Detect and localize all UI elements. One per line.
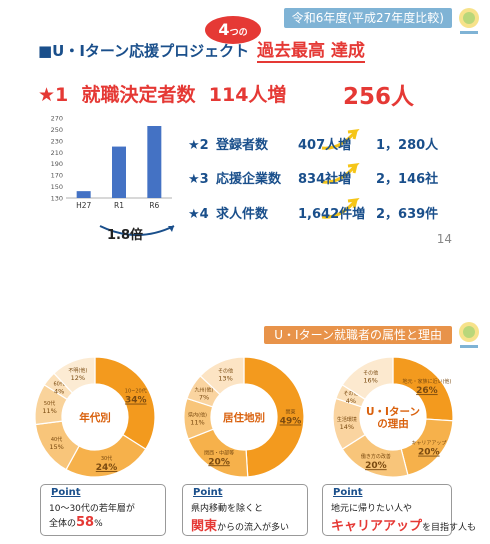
donut-slice-pct: 20% bbox=[365, 461, 387, 471]
donut-slice-pct: 7% bbox=[199, 393, 209, 401]
donut-center-label: 居住地別 bbox=[223, 411, 265, 424]
donut-center-label: U・Iターン bbox=[366, 406, 420, 418]
donut-center-label: の理由 bbox=[377, 417, 409, 430]
swoosh-icon bbox=[321, 198, 360, 219]
donut-slice-pct: 20% bbox=[208, 457, 230, 467]
donut-residence: 関東 49% 関西・中部等 20% 県内(他) 11% 九州(他) 7% その他 13% 居住地別 bbox=[181, 354, 307, 480]
donut-slice-label: 不明(他) bbox=[68, 367, 87, 374]
donut-slice-pct: 11% bbox=[42, 407, 56, 415]
y-tick-label: 230 bbox=[51, 137, 63, 145]
donut-slice-pct: 14% bbox=[340, 423, 354, 431]
donut-slice-label: その他 bbox=[363, 369, 378, 376]
donut-slice-pct: 4% bbox=[346, 397, 356, 405]
donut-slice-pct: 4% bbox=[54, 387, 64, 395]
donut-slice-pct: 20% bbox=[418, 448, 440, 458]
y-tick-label: 190 bbox=[51, 160, 63, 168]
donut-slice bbox=[53, 356, 96, 394]
y-tick-label: 150 bbox=[51, 183, 63, 191]
donut-slice-label: 関東 bbox=[285, 409, 295, 416]
stat-row-jobs: ★4 求人件数 1,642件増 2，639件 bbox=[188, 198, 438, 222]
donut-age: 10~20代 34% 30代 24% 40代 15% 50代 11% 60代 4% 不明(他) 12%… bbox=[32, 354, 158, 480]
y-tick-label: 130 bbox=[51, 195, 63, 203]
headline-rank: ★1 bbox=[38, 84, 69, 106]
stat-row-registrants: ★2 登録者数 407人増 1，280人 bbox=[188, 129, 438, 153]
slide-upper: 令和6年度(平成27年度比較) ■U・Iターン応援プロジェクト 4つの 過去最高… bbox=[0, 0, 490, 255]
donut-slice-pct: 16% bbox=[363, 376, 377, 384]
donut-slice-label: 50代 bbox=[44, 400, 55, 407]
headline-label: 就職決定者数 bbox=[81, 84, 196, 106]
headline: ★1 就職決定者数 114人増 256人 bbox=[38, 80, 414, 110]
y-tick-label: 250 bbox=[51, 126, 63, 134]
point-box-age: Point 10～30代の若年層が 全体の58% bbox=[40, 484, 166, 536]
donut-slice-label: その他 bbox=[343, 390, 358, 397]
headline-total: 256人 bbox=[343, 84, 415, 110]
donut-slice-pct: 12% bbox=[71, 374, 85, 382]
badge-four: 4つの bbox=[205, 16, 261, 44]
x-tick-label: R1 bbox=[114, 201, 124, 210]
point-box-reason: Point 地元に帰りたい人や キャリアアップを目指す人も bbox=[322, 484, 476, 536]
donut-slice bbox=[243, 356, 305, 478]
bar bbox=[112, 146, 126, 198]
donut-slice-label: 生活環境 bbox=[337, 416, 357, 423]
y-tick-label: 170 bbox=[51, 172, 63, 180]
x-tick-label: R6 bbox=[149, 201, 159, 210]
donut-slice-pct: 49% bbox=[280, 417, 302, 427]
x-tick-label: H27 bbox=[76, 201, 91, 210]
donut-slice-pct: 13% bbox=[218, 374, 232, 382]
donut-slice-label: キャリアアップ bbox=[411, 441, 446, 447]
donut-slice-label: 働き方の改善 bbox=[361, 453, 391, 460]
donut-slice bbox=[341, 356, 394, 401]
donut-slice-label: 40代 bbox=[51, 436, 62, 443]
y-tick-label: 210 bbox=[51, 149, 63, 157]
donut-reason: 地元・家族に近い(他) 26% キャリアアップ 20% 働き方の改善 20% 生活環境 14%… bbox=[330, 354, 456, 480]
donut-slice-label: 地元・家族に近い(他) bbox=[402, 378, 451, 385]
donut-slice-pct: 15% bbox=[49, 443, 63, 451]
donut-slice bbox=[94, 356, 156, 450]
y-tick-label: 270 bbox=[51, 115, 63, 123]
headline-increase: 114人増 bbox=[208, 84, 287, 106]
ratio-arrow-icon bbox=[99, 225, 175, 236]
donut-slice-label: その他 bbox=[218, 367, 233, 374]
donut-slice bbox=[199, 356, 245, 396]
donut-slice-pct: 24% bbox=[96, 463, 118, 473]
bar-chart: 270 250 230 210 190 170 150 130 H27 R1 R6 bbox=[40, 112, 180, 217]
donut-slice-label: 10~20代 bbox=[125, 388, 147, 395]
donut-slice-pct: 26% bbox=[416, 386, 438, 396]
point-box-residence: Point 県内移動を除くと 関東からの流入が多い bbox=[182, 484, 308, 536]
page-number: 14 bbox=[436, 232, 452, 246]
swoosh-icon bbox=[321, 129, 360, 150]
section-banner: U・Iターン就職者の属性と理由 bbox=[264, 326, 452, 344]
logo-icon bbox=[459, 8, 479, 34]
donut-center-label: 年代別 bbox=[79, 411, 111, 424]
bar-chart-svg: 270 250 230 210 190 170 150 130 H27 R1 R6 bbox=[51, 115, 172, 210]
swoosh-icon bbox=[321, 163, 360, 184]
logo-icon bbox=[459, 322, 479, 348]
donut-slice-pct: 11% bbox=[190, 418, 204, 426]
donut-slice-label: 関西・中部等 bbox=[204, 449, 234, 456]
record-text: 過去最高 達成 bbox=[257, 36, 365, 63]
donut-slice-label: 九州(他) bbox=[195, 386, 214, 393]
period-banner: 令和6年度(平成27年度比較) bbox=[283, 8, 452, 28]
stat-row-companies: ★3 応援企業数 834社増 2，146社 bbox=[188, 163, 438, 187]
donut-slice-label: 県内(他) bbox=[188, 411, 207, 418]
donut-slice-label: 30代 bbox=[101, 455, 112, 462]
donut-slice-label: 60代 bbox=[53, 380, 64, 387]
ratio-text: 1.8倍 bbox=[107, 228, 144, 243]
bar bbox=[147, 126, 162, 198]
project-title: ■U・Iターン応援プロジェクト bbox=[38, 42, 250, 60]
bar bbox=[76, 191, 91, 198]
donut-slice-pct: 34% bbox=[125, 396, 147, 406]
